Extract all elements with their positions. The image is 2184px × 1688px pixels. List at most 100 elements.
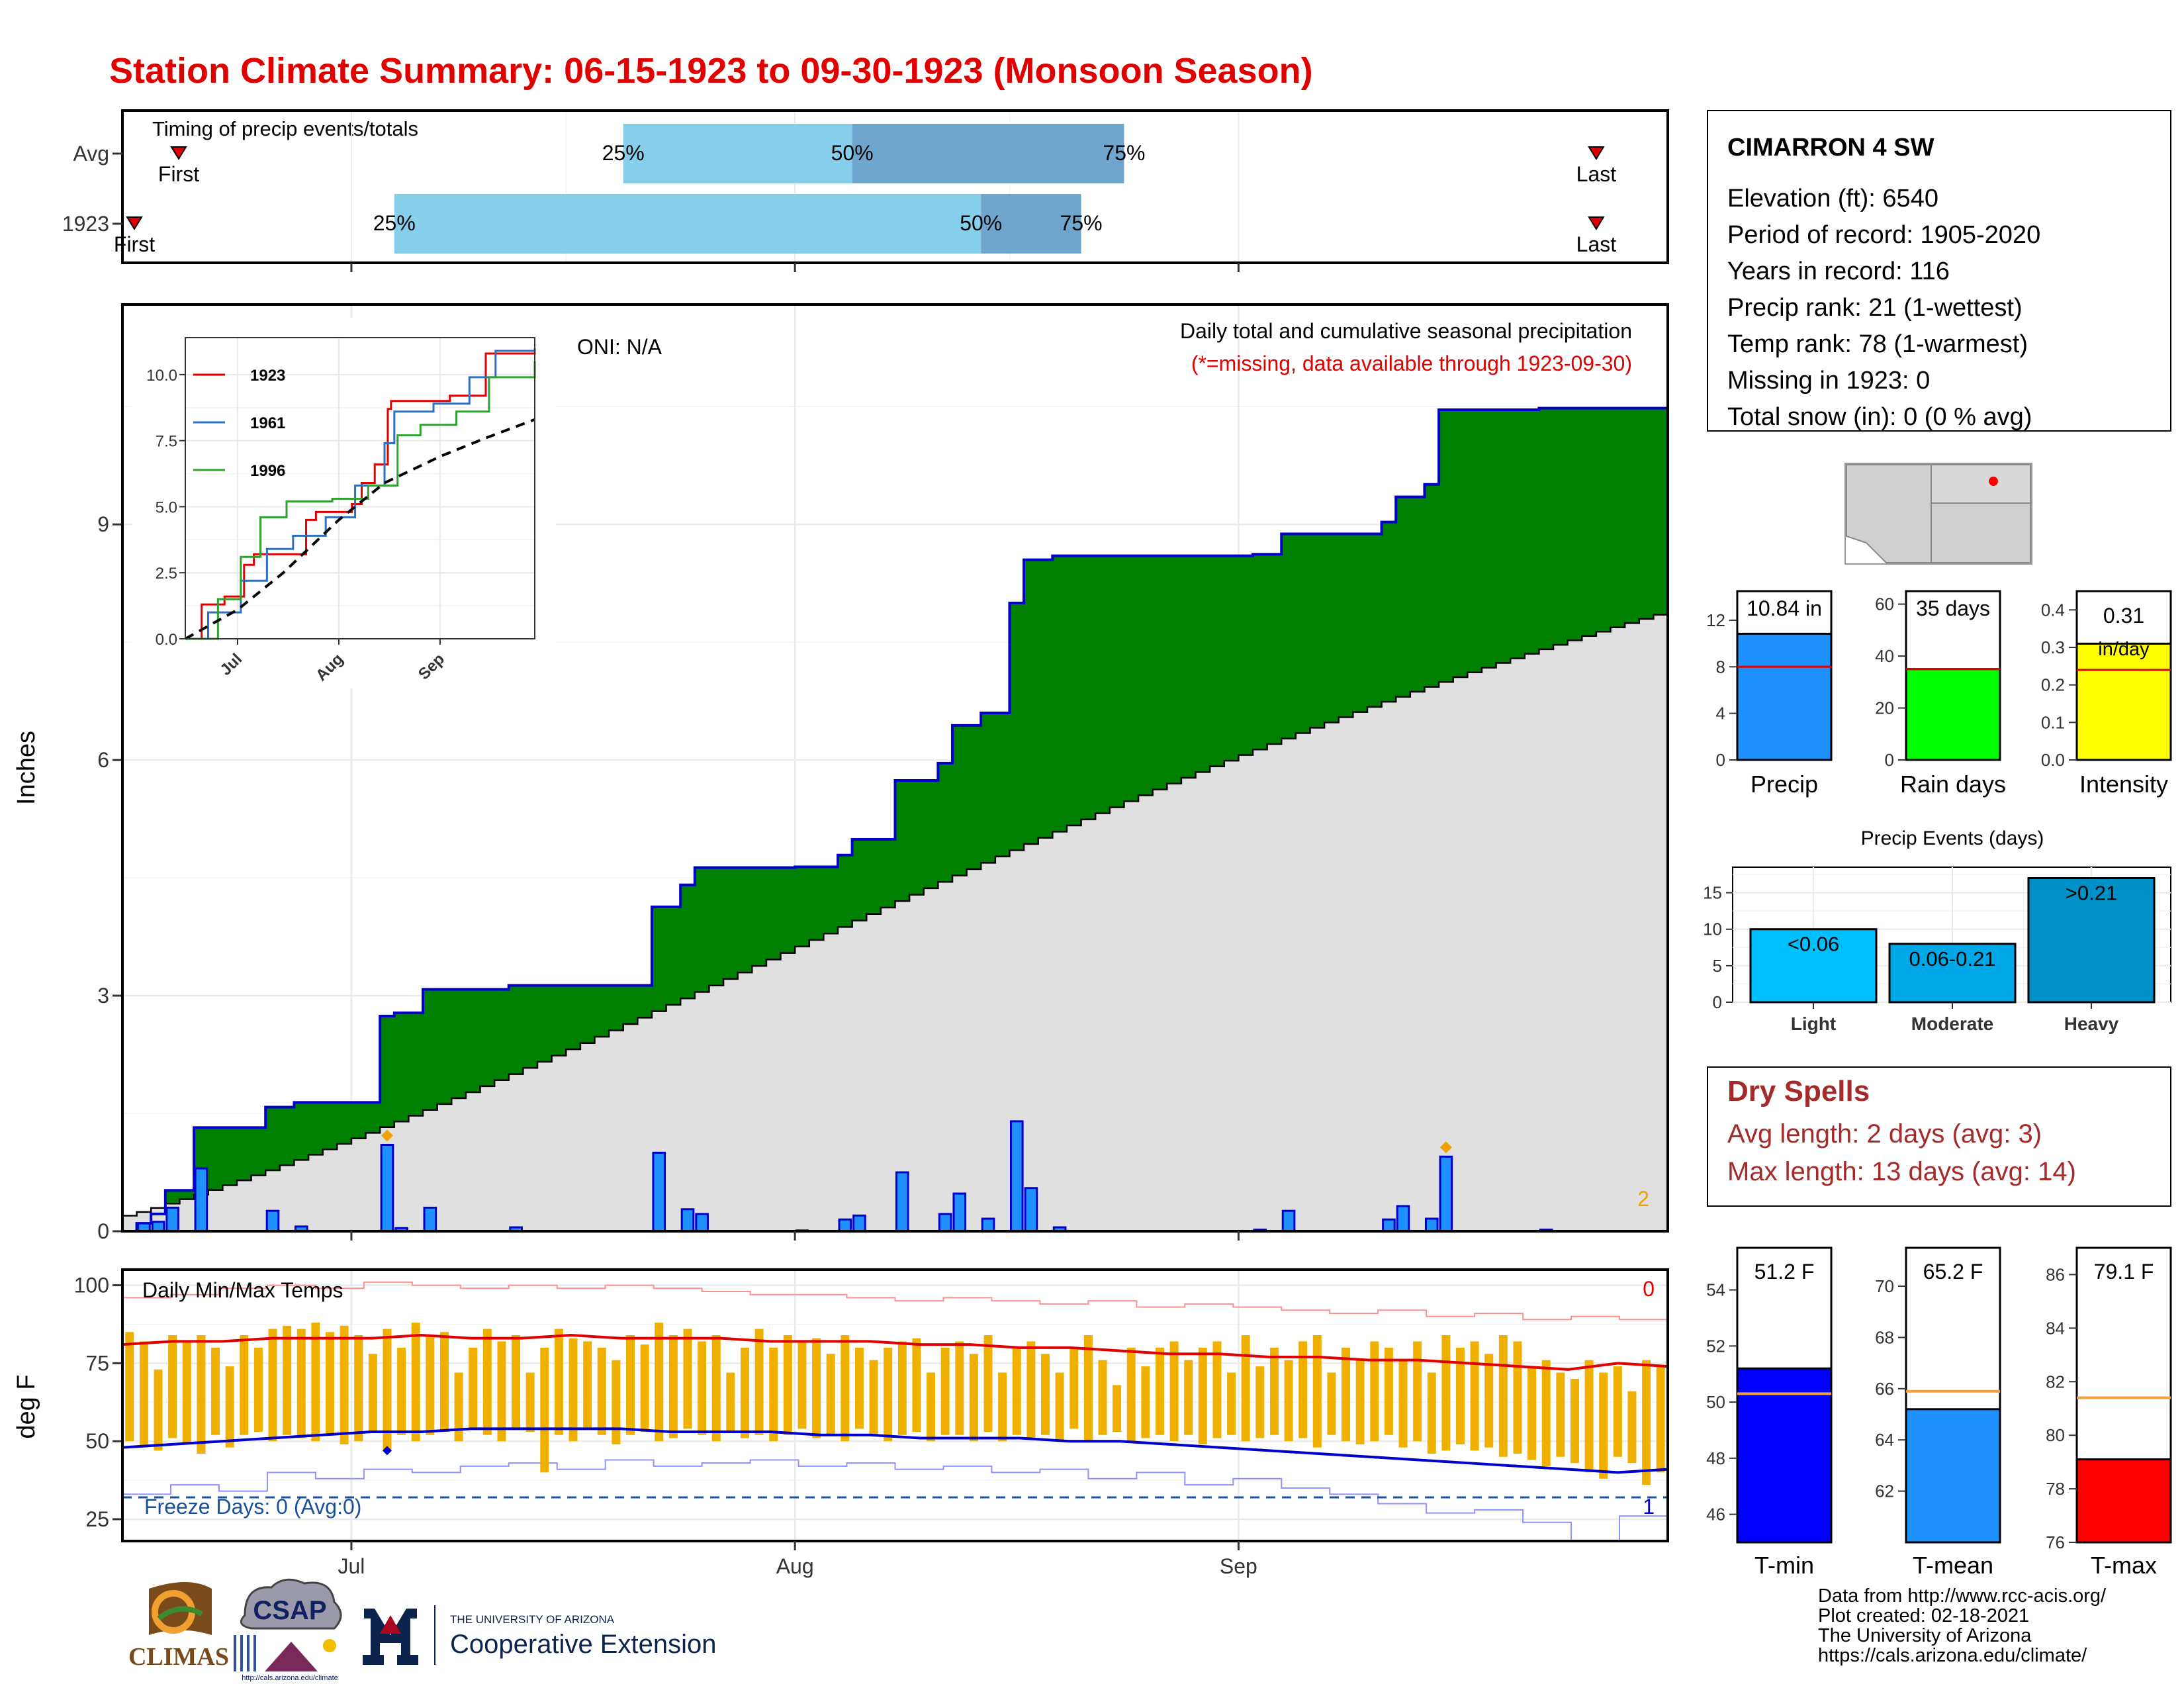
station-detail: Precip rank: 21 (1-wettest) <box>1727 294 2023 322</box>
daily-temp-bar <box>884 1347 893 1442</box>
summary-bar-tick-label: 12 <box>1706 610 1725 630</box>
temp-plot: 25 50 75 100 <box>74 1270 1668 1542</box>
daily-temp-bar <box>754 1329 764 1435</box>
daily-temp-bar <box>540 1347 549 1473</box>
temp-label: Daily Min/Max Temps <box>142 1278 343 1302</box>
timing-bar-q1 <box>394 194 981 254</box>
daily-temp-bar <box>340 1325 349 1444</box>
ua-top-text: THE UNIVERSITY OF ARIZONA <box>450 1613 615 1626</box>
summary-bar <box>1905 668 2001 761</box>
last-event-label: Last <box>1576 232 1617 256</box>
daily-temp-bar <box>655 1323 664 1442</box>
timing-label-25: 25% <box>602 141 645 165</box>
temp-ytick-label: 25 <box>85 1507 109 1531</box>
daily-temp-bar <box>1627 1391 1637 1464</box>
event-bar-label: Heavy <box>2064 1013 2119 1034</box>
temperature-panel: 25 50 75 100 Daily Min/Max Temps Freeze Day… <box>13 1268 1669 1542</box>
timing-bar-q2 <box>981 194 1081 254</box>
temp-summary-tick-label: 78 <box>2046 1479 2065 1499</box>
climas-wordmark: CLIMAS <box>128 1643 229 1671</box>
inset-series-line <box>185 361 536 640</box>
daily-temp-bar <box>940 1347 950 1435</box>
station-detail: Temp rank: 78 (1-warmest) <box>1727 330 2028 358</box>
daily-temp-bar <box>482 1329 492 1435</box>
station-detail: Total snow (in): 0 (0 % avg) <box>1727 403 2032 431</box>
daily-temp-bar <box>512 1335 521 1429</box>
daily-temp-bar <box>383 1329 392 1451</box>
daily-temp-bar <box>597 1347 606 1435</box>
temp-summary-tick-label: 62 <box>1875 1481 1894 1501</box>
precip-plot <box>122 406 1668 1233</box>
daily-temp-bar <box>1298 1341 1308 1438</box>
freeze-days: Freeze Days: 0 (Avg:0) <box>144 1495 361 1519</box>
daily-temp-bar <box>411 1323 420 1442</box>
summary-bar-tick-label: 8 <box>1716 657 1725 677</box>
daily-temp-bar <box>1312 1335 1322 1448</box>
daily-temp-bar <box>426 1335 435 1435</box>
inset-background <box>132 318 556 688</box>
daily-temp-bar <box>983 1335 993 1432</box>
daily-temp-bar <box>1398 1360 1408 1448</box>
temp-summary-tick-label: 82 <box>2046 1372 2065 1391</box>
daily-temp-bar <box>1355 1360 1365 1444</box>
ua-a-outline <box>363 1609 418 1665</box>
timing-label-75: 75% <box>1103 141 1145 165</box>
inset-ytick-label: 2.5 <box>156 565 177 583</box>
normal-tmax-line <box>122 1333 1668 1371</box>
daily-precip-bar <box>1424 1217 1439 1233</box>
station-lines: Elevation (ft): 6540 Period of record: 19… <box>1727 185 2040 431</box>
daily-temp-bar <box>1241 1335 1250 1442</box>
ua-a-inner <box>380 1615 401 1634</box>
precip-ytick-label: 0 <box>97 1219 109 1243</box>
daily-temp-bar <box>1255 1366 1265 1438</box>
first-event-marker <box>170 146 187 160</box>
summary-bars: 10.84 in 0 4 8 12 Precip 35 days 0 20 40 60 Rain da… <box>1706 590 2172 798</box>
station-frame <box>1707 110 2171 432</box>
events-tick-label: 10 <box>1703 919 1722 939</box>
flagged-day-marker <box>1439 1141 1452 1154</box>
csap-logo: CSAP http://cals.arizona.edu/climate <box>234 1578 342 1682</box>
climas-logo: CLIMAS <box>128 1582 229 1671</box>
daily-temp-bar <box>1269 1347 1279 1435</box>
csap-cloud <box>240 1578 342 1630</box>
daily-temp-bar <box>469 1347 478 1429</box>
last-event-label: Last <box>1576 162 1617 186</box>
temp-summary-label: T-min <box>1754 1552 1814 1579</box>
daily-temp-bar <box>1498 1335 1508 1457</box>
timing-label-50: 50% <box>831 141 874 165</box>
precip-panel: 0 3 6 9 Inches Daily total and cumulative s… <box>13 303 1669 1243</box>
daily-temp-bar <box>554 1329 563 1435</box>
inset-legend-label: 1923 <box>250 367 285 385</box>
inset-ytick-label: 7.5 <box>156 433 177 451</box>
station-location-marker <box>1989 477 1998 486</box>
daily-temp-bar <box>812 1338 821 1438</box>
daily-temp-bar <box>1041 1354 1050 1435</box>
daily-temp-bar <box>783 1335 792 1435</box>
temperature-summary-bars: 51.2 F 46 48 50 52 54 T-min 65.2 F 62 64 66 68 70 T-m… <box>1706 1246 2172 1579</box>
event-bar-value: >0.21 <box>2066 882 2117 905</box>
daily-precip-bar <box>151 1221 165 1233</box>
daily-temp-bar <box>668 1335 678 1438</box>
month-axis: Jul Aug Sep <box>338 263 1257 1578</box>
dry-spells-box: Dry Spells Avg length: 2 days (avg: 3) M… <box>1707 1066 2171 1207</box>
last-event-marker <box>1588 216 1605 230</box>
station-name: CIMARRON 4 SW <box>1727 134 1934 162</box>
record-min-line <box>122 1459 1668 1542</box>
credits: Data from http://www.rcc-acis.org/Plot c… <box>1818 1585 2107 1666</box>
daily-temp-bar <box>1413 1341 1422 1442</box>
daily-temp-bar <box>1484 1354 1494 1448</box>
daily-temp-bar <box>283 1325 292 1435</box>
daily-temp-bar <box>869 1360 878 1435</box>
daily-precip-bar <box>680 1208 695 1233</box>
credit-line: Plot created: 02-18-2021 <box>1818 1605 2029 1626</box>
climas-leaf <box>157 1606 203 1621</box>
daily-temp-bar <box>711 1335 721 1442</box>
summary-bar-tick-label: 0.4 <box>2041 600 2065 620</box>
summary-bar-tick-label: 0 <box>1716 750 1725 770</box>
event-bar-value: <0.06 <box>1788 933 1839 956</box>
daily-temp-bar <box>168 1335 177 1438</box>
daily-temp-bar <box>1441 1335 1451 1451</box>
daily-temp-bar <box>197 1335 206 1454</box>
event-bar <box>1749 928 1878 1004</box>
daily-precip-bar <box>380 1143 394 1233</box>
